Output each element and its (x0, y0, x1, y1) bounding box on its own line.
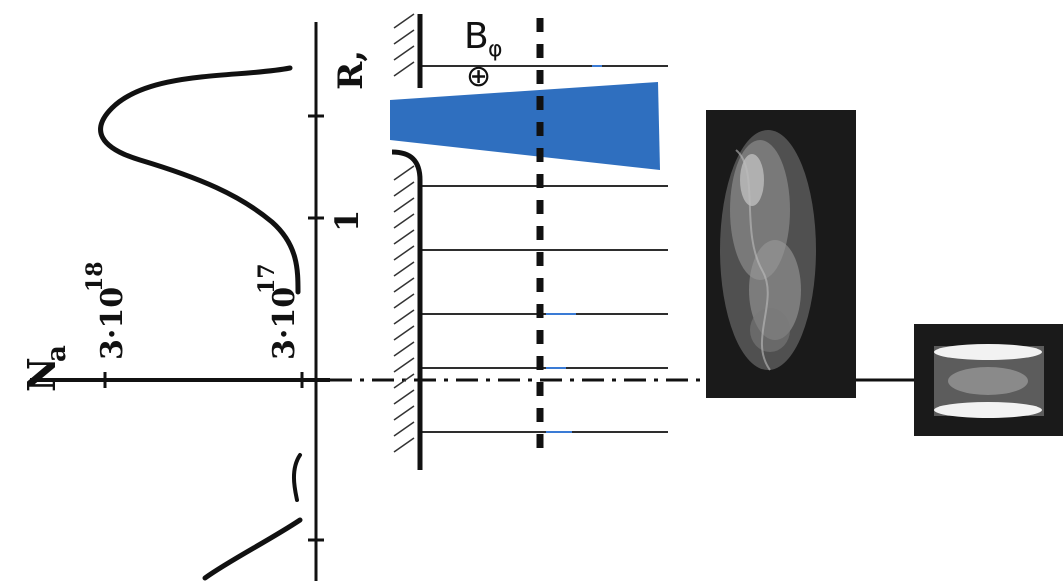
na-axis-label: N a (19, 345, 72, 392)
na-high-value-label: 3·10 18 (82, 261, 130, 360)
r-axis-label-text: R, (331, 50, 371, 90)
na-high-exp: 18 (82, 261, 108, 292)
field-line-blue-marks (546, 65, 602, 433)
electrode-schematic: B φ ⊕ (390, 13, 668, 470)
plasma-photo-large (706, 110, 856, 398)
density-curve-lower-b (202, 517, 303, 581)
na-axis-label-main: N (19, 357, 64, 392)
r-one-label: 1 (328, 210, 366, 232)
wall-hatching (393, 13, 415, 453)
b-field-sub: φ (488, 37, 503, 62)
density-curve-upper (98, 65, 301, 295)
r-axis-label: R, (331, 50, 371, 90)
na-low-value-label: 3·10 17 (254, 263, 302, 360)
r-one-label-text: 1 (328, 210, 366, 232)
plasma-jet (390, 82, 660, 170)
b-field-label: B φ ⊕ (464, 16, 503, 94)
density-curve-lower-a (292, 453, 302, 502)
na-low-base: 3·10 (267, 287, 302, 360)
electrode-wall-bottom (391, 149, 423, 470)
na-high-base: 3·10 (95, 287, 130, 360)
na-axis-label-sub: a (42, 345, 72, 362)
density-profile-plot: N a 3·10 18 3·10 17 R, 1 (19, 22, 371, 581)
na-low-exp: 17 (254, 263, 280, 294)
b-field-text: B (464, 16, 489, 57)
b-direction-icon: ⊕ (466, 59, 491, 94)
plasma-photo-small (914, 324, 1063, 436)
